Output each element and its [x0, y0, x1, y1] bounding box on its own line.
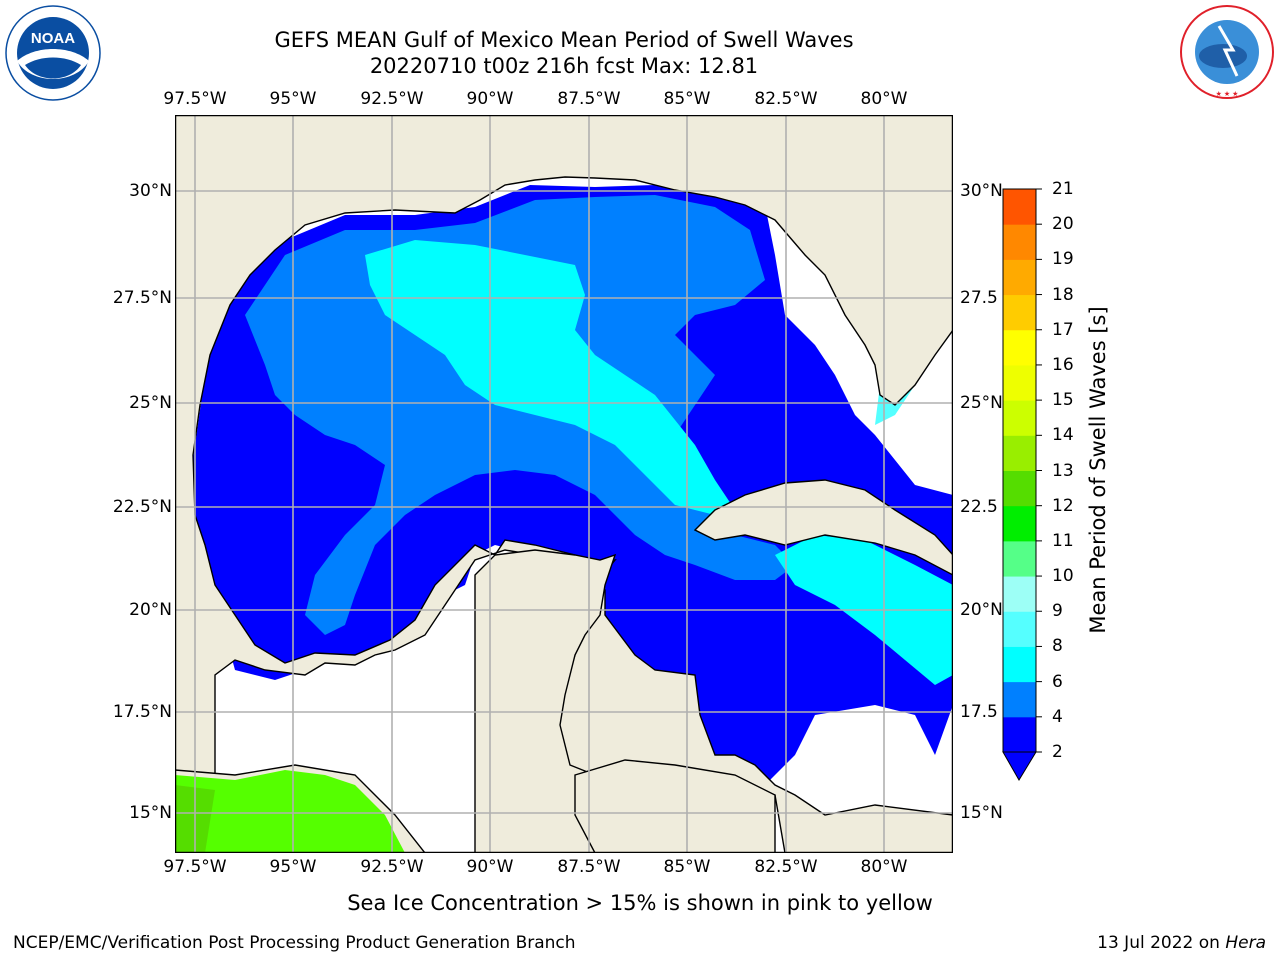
- lon-label: 85°W: [663, 89, 711, 109]
- colorbar-band: [1003, 294, 1036, 331]
- lon-label: 95°W: [269, 89, 317, 109]
- lon-label: 82.5°W: [754, 857, 818, 877]
- lat-label: 27.5°N: [112, 288, 172, 308]
- lon-label: 85°W: [663, 857, 711, 877]
- colorbar-band: [1003, 400, 1036, 436]
- colorbar-band: [1003, 224, 1036, 260]
- colorbar-ticks: [1036, 188, 1042, 753]
- land-honduras: [574, 759, 776, 853]
- footer-host: Hera: [1225, 933, 1266, 953]
- lon-label: 90°W: [466, 89, 514, 109]
- map-frame: [175, 115, 953, 853]
- colorbar-tick-label: 15: [1052, 390, 1074, 411]
- lat-label: 20°N: [129, 600, 172, 620]
- swell-region-6-8: [365, 240, 735, 515]
- colorbar-band: [1003, 259, 1036, 296]
- colorbar-tick-label: 16: [1052, 354, 1074, 375]
- colorbar-tick-label: 10: [1052, 566, 1074, 587]
- footer-producer: NCEP/EMC/Verification Post Processing Pr…: [13, 933, 576, 953]
- gulf-map: [175, 115, 953, 853]
- lat-label: 20°N: [960, 600, 1003, 620]
- colorbar-band: [1003, 189, 1036, 225]
- lon-label: 87.5°W: [557, 89, 621, 109]
- lon-label: 97.5°W: [163, 89, 227, 109]
- colorbar-tick-label: 17: [1052, 319, 1074, 340]
- colorbar-band: [1003, 646, 1036, 683]
- colorbar: [1002, 188, 1042, 781]
- footer-date-text: 13 Jul 2022 on: [1097, 933, 1226, 953]
- colorbar-tick-label: 8: [1052, 636, 1063, 657]
- sea-ice-note: Sea Ice Concentration > 15% is shown in …: [347, 891, 933, 915]
- colorbar-tick-label: 12: [1052, 495, 1074, 516]
- noaa-logo-text: NOAA: [31, 30, 75, 47]
- colorbar-tick-label: 9: [1052, 601, 1063, 622]
- lat-label: 27.5: [960, 288, 998, 308]
- lon-label: 90°W: [466, 857, 514, 877]
- colorbar-title: Mean Period of Swell Waves [s]: [1086, 306, 1110, 634]
- colorbar-band: [1003, 364, 1036, 401]
- graticule: [175, 115, 953, 853]
- chart-title: GEFS MEAN Gulf of Mexico Mean Period of …: [274, 28, 854, 52]
- colorbar-band: [1003, 681, 1036, 718]
- lat-label: 22.5: [960, 497, 998, 517]
- colorbar-band: [1003, 716, 1036, 753]
- lat-label: 15°N: [129, 803, 172, 823]
- nws-logo: ★ ★ ★: [1180, 5, 1274, 99]
- colorbar-band: [1003, 329, 1036, 366]
- lon-label: 82.5°W: [754, 89, 818, 109]
- lat-label: 25°N: [960, 393, 1003, 413]
- colorbar-tick-label: 4: [1052, 706, 1063, 727]
- land-cuba: [693, 479, 953, 576]
- colorbar-tick-label: 19: [1052, 249, 1074, 270]
- colorbar-band: [1003, 611, 1036, 647]
- lat-label: 17.5: [960, 702, 998, 722]
- lat-label: 17.5°N: [112, 702, 172, 722]
- colorbar-band: [1003, 435, 1036, 471]
- colorbar-tick-label: 11: [1052, 530, 1074, 551]
- colorbar-band: [1003, 540, 1036, 577]
- lat-label: 25°N: [129, 393, 172, 413]
- colorbar-tick-label: 14: [1052, 425, 1074, 446]
- lat-label: 15°N: [960, 803, 1003, 823]
- lat-label: 22.5°N: [112, 497, 172, 517]
- svg-text:★ ★ ★: ★ ★ ★: [1216, 90, 1239, 98]
- lon-label: 95°W: [269, 857, 317, 877]
- lat-label: 30°N: [129, 181, 172, 201]
- footer-date: 13 Jul 2022 on Hera: [1097, 933, 1266, 953]
- colorbar-tick-label: 18: [1052, 284, 1074, 305]
- lon-label: 80°W: [860, 89, 908, 109]
- colorbar-band: [1003, 505, 1036, 542]
- colorbar-band: [1003, 576, 1036, 612]
- lon-label: 80°W: [860, 857, 908, 877]
- colorbar-tick-label: 2: [1052, 742, 1063, 762]
- swell-region-10-12-pacific: [175, 770, 405, 853]
- colorbar-tick-label: 13: [1052, 460, 1074, 481]
- colorbar-tick-label: 20: [1052, 214, 1074, 235]
- lon-label: 92.5°W: [360, 857, 424, 877]
- colorbar-band: [1003, 470, 1036, 507]
- lon-label: 92.5°W: [360, 89, 424, 109]
- chart-subtitle: 20220710 t00z 216h fcst Max: 12.81: [369, 54, 759, 78]
- lon-label: 97.5°W: [163, 857, 227, 877]
- noaa-logo: NOAA: [5, 5, 101, 101]
- colorbar-extend-triangle: [1002, 751, 1037, 781]
- lon-label: 87.5°W: [557, 857, 621, 877]
- colorbar-tick-label: 21: [1052, 179, 1074, 199]
- lat-label: 30°N: [960, 181, 1003, 201]
- colorbar-tick-label: 6: [1052, 671, 1063, 692]
- colorbar-bands: [1003, 189, 1036, 753]
